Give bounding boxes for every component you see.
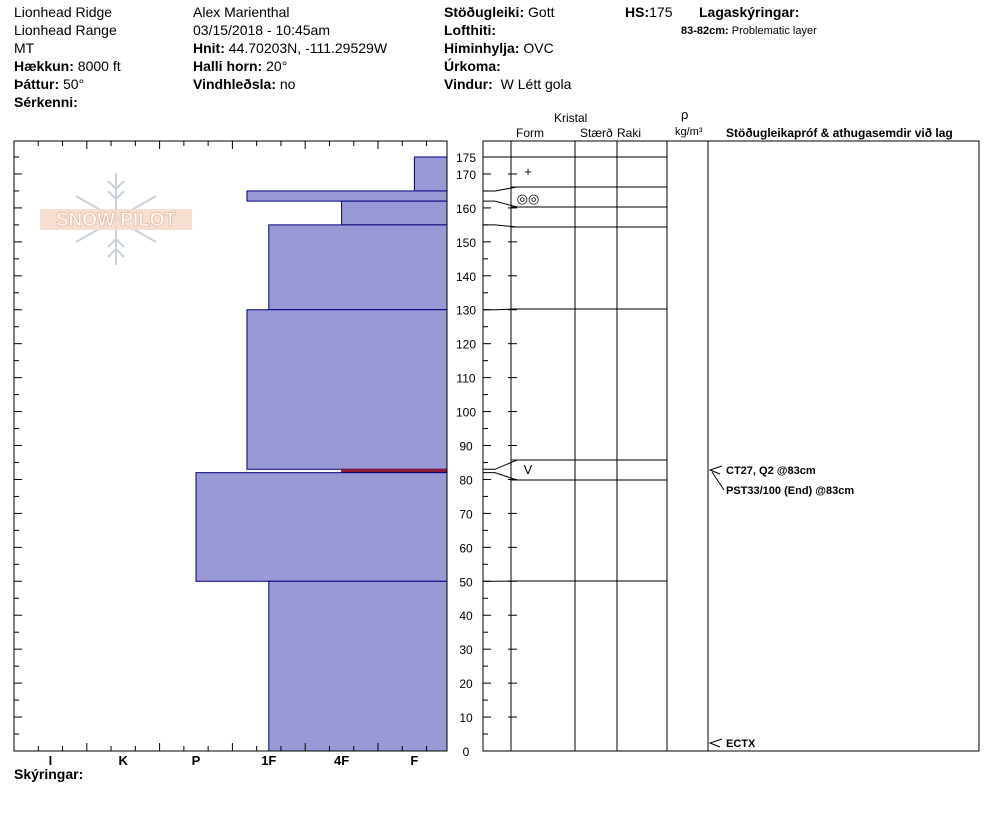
wind-value: W Létt gola (500, 76, 572, 92)
depth-tick-label: 80 (459, 473, 473, 487)
sky-value: OVC (523, 40, 554, 56)
depth-tick-label: 110 (456, 372, 475, 386)
layer-bar (268, 224, 448, 311)
layer-connector (483, 224, 518, 228)
aspect: Þáttur: 50° (14, 75, 84, 93)
grain-form-symbol: V (524, 462, 533, 477)
aspect-label: Þáttur: (14, 76, 60, 92)
depth-tick-label: 150 (456, 236, 476, 250)
layer-notes-label: Lagaskýringar: (699, 4, 800, 20)
grain-form-symbol: ◎◎ (517, 191, 540, 206)
hardness-tick-label: 1F (261, 753, 276, 768)
depth-tick-label: 120 (456, 338, 476, 352)
sky-label: Himinhylja: (444, 40, 520, 56)
layer-bar (246, 309, 448, 470)
test-result: ECTX (726, 738, 756, 750)
features-label: Sérkenni: (14, 94, 78, 110)
depth-tick-label: 175 (456, 151, 476, 165)
elevation: Hækkun: 8000 ft (14, 57, 121, 75)
stability-label: Stöðugleiki: (444, 4, 525, 20)
test-leader (711, 471, 725, 491)
legend-label: Skýringar: (14, 766, 84, 782)
hardness-tick-label: I (49, 753, 53, 768)
hardness-profile-plot: I K P 1F 4F F (13, 140, 448, 768)
test-arrow-icon (708, 738, 723, 748)
slope-angle: Halli horn: 20° (193, 57, 287, 75)
slope-value: 20° (266, 58, 288, 74)
layer-connector (483, 308, 518, 311)
hardness-tick-label: K (119, 753, 129, 768)
test-result: PST33/100 (End) @83cm (726, 485, 854, 497)
hs-label: HS: (625, 4, 650, 20)
hardness-tick-label: F (410, 753, 418, 768)
layer-connector (483, 472, 518, 481)
depth-tick-label: 60 (459, 541, 473, 555)
test-result: CT27, Q2 @83cm (726, 465, 816, 477)
layer-connector (483, 200, 518, 208)
form-header: Form (516, 126, 544, 140)
depth-tick-label: 40 (459, 609, 473, 623)
depth-tick-label: 50 (459, 575, 473, 589)
density-unit-header: kg/m³ (675, 126, 703, 138)
test-arrow-icon (708, 465, 723, 475)
layer-connector (483, 186, 518, 192)
wind-loading: Vindhleðsla: no (193, 75, 295, 93)
layer-bar (341, 200, 448, 226)
hs-value: 175 (649, 4, 673, 20)
depth-tick-label: 20 (459, 677, 473, 691)
depth-tick-label: 10 (459, 711, 473, 725)
stability: Stöðugleiki: Gott (444, 3, 554, 21)
coords-label: Hnit: (193, 40, 225, 56)
table-frame (482, 140, 980, 752)
wind: Vindur: W Létt gola (444, 75, 571, 93)
elevation-label: Hækkun: (14, 58, 74, 74)
location-name: Lionhead Ridge (14, 4, 113, 20)
rho-header: ρ (681, 107, 689, 122)
precip-label: Úrkoma: (444, 58, 501, 74)
problematic-layer-bar (341, 468, 448, 474)
depth-tick-label: 100 (456, 406, 476, 420)
wind-label: Vindur: (444, 76, 493, 92)
layer-connector (483, 459, 518, 470)
layer-note-range: 83-82cm: (681, 25, 729, 37)
aspect-value: 50° (63, 76, 85, 92)
range-name: Lionhead Range (14, 22, 117, 38)
depth-tick-label: 70 (459, 507, 473, 521)
wind-loading-label: Vindhleðsla: (193, 76, 276, 92)
depth-tick-label: 130 (456, 304, 476, 318)
depth-tick-label: 160 (456, 202, 476, 216)
layer-bar (268, 580, 448, 752)
snow-height: HS:175 (625, 3, 672, 21)
state-name: MT (14, 40, 35, 56)
size-header: Stærð (580, 126, 613, 140)
layer-bar (195, 472, 448, 582)
elevation-value: 8000 ft (77, 58, 121, 74)
layer-bar (413, 156, 448, 192)
stability-value: Gott (528, 4, 555, 20)
layer-note-text: Problematic layer (731, 25, 817, 37)
coordinates: Hnit: 44.70203N, -111.29529W (193, 39, 387, 57)
hardness-tick-label: P (192, 753, 201, 768)
grain-form-symbol: + (524, 164, 532, 179)
layer-bar (246, 190, 448, 202)
depth-tick-label: 0 (463, 745, 470, 759)
tests-header: Stöðugleikapróf & athugasemdir við lag (726, 126, 953, 140)
depth-tick-label: 30 (459, 643, 473, 657)
depth-tick-label: 170 (456, 168, 476, 182)
observation-datetime: 03/15/2018 - 10:45am (193, 22, 330, 38)
observer-name: Alex Marienthal (193, 4, 290, 20)
depth-tick-label: 140 (456, 270, 476, 284)
sky-cover: Himinhylja: OVC (444, 39, 554, 57)
coords-value: 44.70203N, -111.29529W (228, 40, 388, 56)
slope-label: Halli horn: (193, 58, 263, 74)
moisture-header: Raki (617, 126, 642, 140)
wind-loading-value: no (279, 76, 296, 92)
hardness-tick-label: 4F (334, 753, 349, 768)
layer-table: 0 10 20 30 40 50 60 70 80 90 100 110 120 130 140 150 160… (456, 140, 980, 759)
air-temp-label: Lofthiti: (444, 22, 497, 38)
depth-tick-label: 90 (459, 440, 473, 454)
crystal-header: Kristal (554, 111, 588, 125)
layer-note: 83-82cm: Problematic layer (681, 22, 817, 40)
